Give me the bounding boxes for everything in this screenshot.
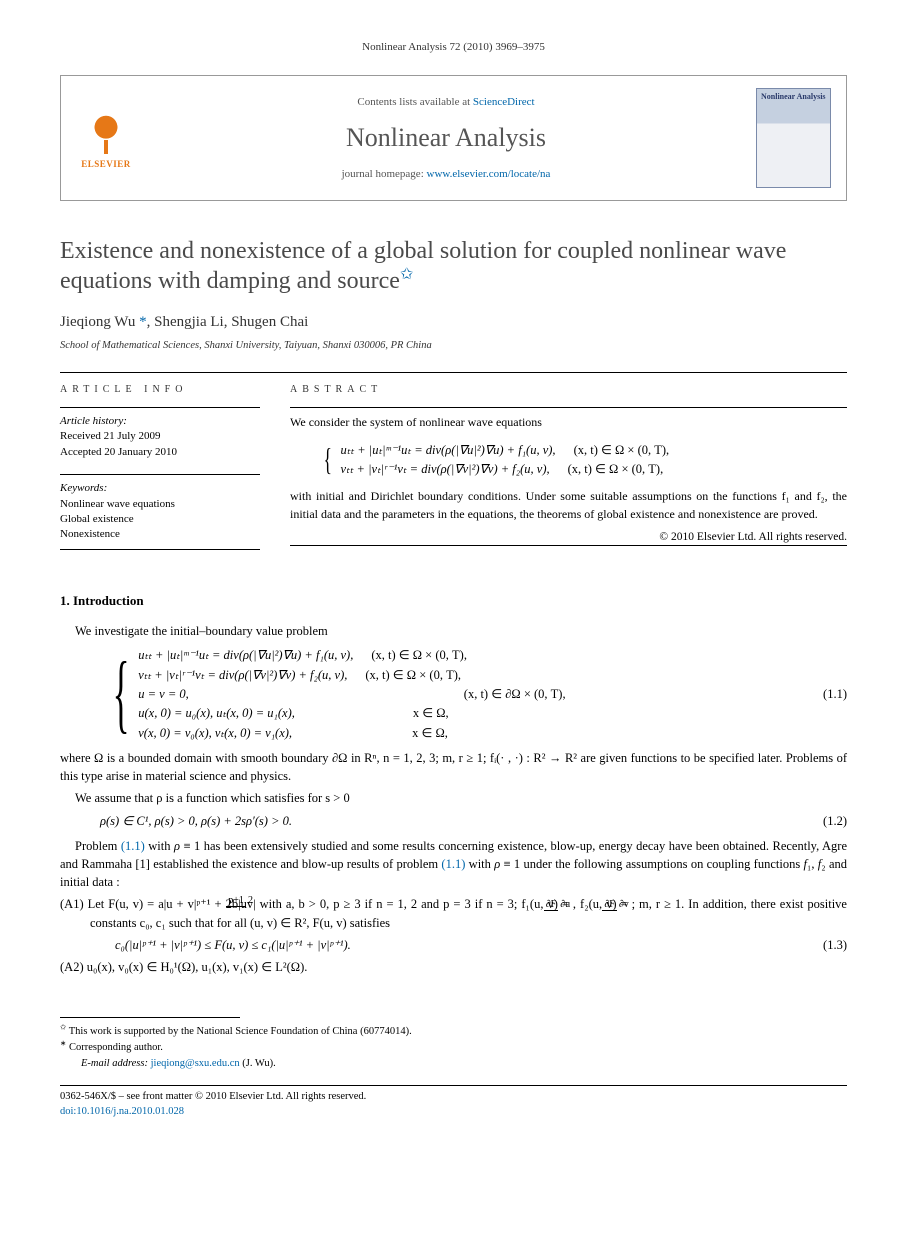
abstract-system-equation: { uₜₜ + |uₜ|ᵐ⁻¹uₜ = div(ρ(|∇u|²)∇u) + f₁… (320, 437, 847, 482)
abstract-heading: ABSTRACT (290, 383, 847, 397)
journal-header-box: ELSEVIER Contents lists available at Sci… (60, 75, 847, 201)
abs-eq-line1: uₜₜ + |uₜ|ᵐ⁻¹uₜ = div(ρ(|∇u|²)∇u) + f₁(u… (340, 443, 555, 457)
received-date: Received 21 July 2009 (60, 429, 260, 444)
email-who: (J. Wu). (240, 1058, 276, 1069)
section-introduction: 1. Introduction We investigate the initi… (60, 592, 847, 977)
intro-p1: We investigate the initial–boundary valu… (60, 622, 847, 640)
publisher-name: ELSEVIER (81, 158, 131, 171)
intro-p2b: We assume that ρ is a function which sat… (60, 789, 847, 807)
email-label: E-mail address: (81, 1058, 151, 1069)
section-1-title: 1. Introduction (60, 592, 847, 610)
sys-c5: x ∈ Ω, (412, 724, 448, 743)
sys-c4: x ∈ Ω, (413, 704, 449, 723)
brace-icon: { (323, 437, 331, 482)
footnote-funding: ✩ This work is supported by the National… (60, 1024, 840, 1040)
footer-rule (60, 1085, 847, 1086)
authors: Jieqiong Wu *, Shengjia Li, Shugen Chai (60, 312, 847, 333)
history-label: Article history: (60, 414, 260, 429)
doi-line: doi:10.1016/j.na.2010.01.028 (60, 1105, 847, 1120)
abstract-copyright: © 2010 Elsevier Ltd. All rights reserved… (290, 529, 847, 545)
elsevier-tree-icon (82, 108, 130, 156)
article-info-column: ARTICLE INFO Article history: Received 2… (60, 373, 260, 564)
abs-eq-line2: vₜₜ + |vₜ|ʳ⁻¹vₜ = div(ρ(|∇v|²)∇v) + f₂(u… (340, 462, 549, 476)
equation-1-3: c₀(|u|ᵖ⁺¹ + |v|ᵖ⁺¹) ≤ F(u, v) ≤ c₁(|u|ᵖ⁺… (115, 937, 847, 955)
fn2-text: Corresponding author. (66, 1042, 163, 1053)
abstract-after: with initial and Dirichlet boundary cond… (290, 488, 847, 523)
sys-l2: vₜₜ + |vₜ|ʳ⁻¹vₜ = div(ρ(|∇v|²)∇v) + f₂(u… (138, 668, 347, 682)
abs-eq-cond1: (x, t) ∈ Ω × (0, T), (574, 441, 670, 460)
eq-number-1-1: (1.1) (823, 686, 847, 704)
intro-p3: Problem (1.1) with ρ ≡ 1 has been extens… (60, 837, 847, 891)
journal-name-large: Nonlinear Analysis (136, 120, 756, 156)
footnotes-block: ✩ This work is supported by the National… (60, 1024, 840, 1071)
abstract-bottom-rule (290, 545, 847, 546)
contents-line: Contents lists available at ScienceDirec… (136, 95, 756, 110)
abstract-intro: We consider the system of nonlinear wave… (290, 414, 847, 431)
A1-inequality: c₀(|u|ᵖ⁺¹ + |v|ᵖ⁺¹) ≤ F(u, v) ≤ c₁(|u|ᵖ⁺… (115, 937, 351, 955)
system-1-1: { uₜₜ + |uₜ|ᵐ⁻¹uₜ = div(ρ(|∇u|²)∇u) + f₁… (100, 646, 847, 743)
fn1-text: This work is supported by the National S… (66, 1026, 411, 1037)
sys-c2: (x, t) ∈ Ω × (0, T), (365, 666, 461, 685)
cover-title: Nonlinear Analysis (761, 93, 826, 102)
keyword-2: Global existence (60, 512, 260, 527)
keyword-3: Nonexistence (60, 527, 260, 542)
header-center: Contents lists available at ScienceDirec… (136, 95, 756, 182)
sys-l1: uₜₜ + |uₜ|ᵐ⁻¹uₜ = div(ρ(|∇u|²)∇u) + f₁(u… (138, 648, 353, 662)
abstract-top-rule (290, 407, 847, 408)
keyword-1: Nonlinear wave equations (60, 497, 260, 512)
title-text: Existence and nonexistence of a global s… (60, 238, 786, 294)
eq-number-1-2: (1.2) (823, 813, 847, 831)
assumption-A2: (A2) u₀(x), v₀(x) ∈ H₀¹(Ω), u₁(x), v₁(x)… (60, 958, 847, 977)
front-matter-line: 0362-546X/$ – see front matter © 2010 El… (60, 1090, 847, 1105)
equation-1-2: ρ(s) ∈ C¹, ρ(s) > 0, ρ(s) + 2sρ′(s) > 0.… (100, 813, 847, 831)
doi-link[interactable]: doi:10.1016/j.na.2010.01.028 (60, 1106, 184, 1117)
intro-p2a: where Ω is a bounded domain with smooth … (60, 749, 847, 785)
accepted-date: Accepted 20 January 2010 (60, 445, 260, 460)
ref-1-1-link-2[interactable]: (1.1) (441, 857, 465, 871)
article-info-heading: ARTICLE INFO (60, 383, 260, 397)
elsevier-logo: ELSEVIER (76, 106, 136, 171)
corresponding-marker: * (135, 314, 146, 330)
sys-c3: (x, t) ∈ ∂Ω × (0, T), (464, 685, 566, 704)
journal-cover-thumbnail: Nonlinear Analysis (756, 88, 831, 188)
sciencedirect-link[interactable]: ScienceDirect (473, 96, 535, 108)
footer-block: 0362-546X/$ – see front matter © 2010 El… (60, 1085, 847, 1119)
assumption-A1: (A1) Let F(u, v) = a|u + v|ᵖ⁺¹ + 2b|uv|p… (60, 895, 847, 933)
homepage-line: journal homepage: www.elsevier.com/locat… (136, 167, 756, 182)
eq-number-1-3: (1.3) (823, 937, 847, 955)
abs-eq-cond2: (x, t) ∈ Ω × (0, T), (568, 460, 664, 479)
abstract-column: ABSTRACT We consider the system of nonli… (290, 373, 847, 564)
affiliation: School of Mathematical Sciences, Shanxi … (60, 339, 847, 354)
article-title: Existence and nonexistence of a global s… (60, 236, 847, 296)
big-brace-icon: { (113, 657, 130, 732)
sys-l4: u(x, 0) = u₀(x), uₜ(x, 0) = u₁(x), (138, 706, 295, 720)
history-block: Article history: Received 21 July 2009 A… (60, 407, 260, 460)
keywords-block: Keywords: Nonlinear wave equations Globa… (60, 474, 260, 550)
A1-part-b: with a, b > 0, p ≥ 3 if n = 1, 2 and p =… (256, 897, 573, 911)
keywords-label: Keywords: (60, 481, 260, 496)
sys-l3: u = v = 0, (138, 687, 189, 701)
ref-1-1-link[interactable]: (1.1) (121, 839, 145, 853)
info-abstract-row: ARTICLE INFO Article history: Received 2… (60, 373, 847, 564)
contents-prefix: Contents lists available at (357, 96, 472, 108)
sys-l5: v(x, 0) = v₀(x), vₜ(x, 0) = v₁(x), (138, 726, 292, 740)
rho-conditions: ρ(s) ∈ C¹, ρ(s) > 0, ρ(s) + 2sρ′(s) > 0. (100, 813, 292, 831)
email-link[interactable]: jieqiong@sxu.edu.cn (151, 1058, 240, 1069)
footnote-email: E-mail address: jieqiong@sxu.edu.cn (J. … (60, 1056, 840, 1072)
homepage-link[interactable]: www.elsevier.com/locate/na (427, 168, 551, 180)
footnote-corresponding: ∗ Corresponding author. (60, 1040, 840, 1056)
footnote-rule (60, 1017, 240, 1024)
sys-c1: (x, t) ∈ Ω × (0, T), (371, 646, 467, 665)
homepage-prefix: journal homepage: (342, 168, 427, 180)
running-head: Nonlinear Analysis 72 (2010) 3969–3975 (60, 40, 847, 55)
title-footnote-marker: ✩ (400, 266, 413, 283)
